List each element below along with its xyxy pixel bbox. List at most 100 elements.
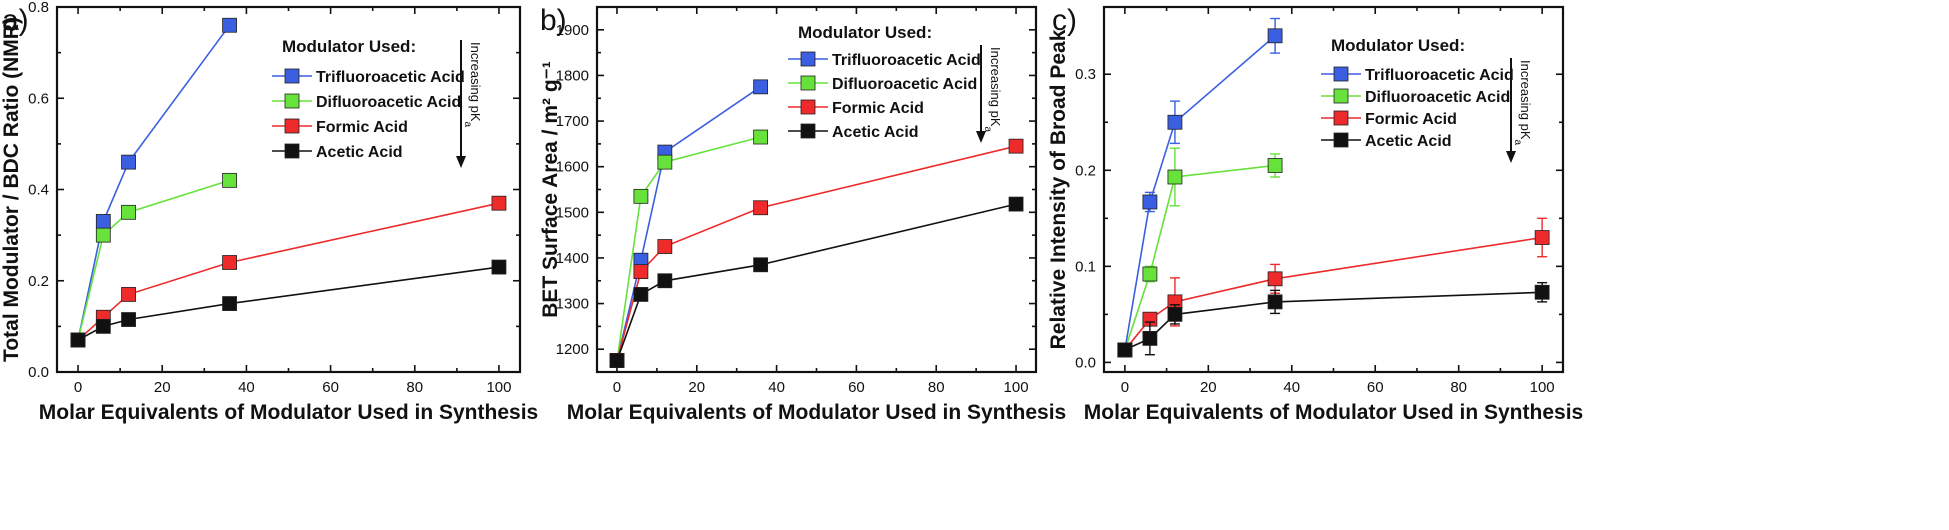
series-trifluoroacetic-acid: [1124, 35, 1276, 351]
series-line: [616, 136, 761, 361]
y-tick-label: 0.3: [1075, 66, 1096, 83]
y-tick-label: 1900: [556, 22, 589, 39]
legend-marker: [800, 123, 816, 139]
legend-marker: [800, 51, 816, 67]
series-line: [77, 266, 500, 341]
x-tick-label: 40: [1283, 379, 1300, 396]
data-point: [1167, 169, 1183, 185]
x-tick-label: 0: [74, 379, 82, 396]
data-point: [1534, 230, 1550, 245]
data-point: [121, 312, 136, 327]
y-tick-label: 0.4: [28, 182, 49, 199]
x-tick-label: 0: [613, 379, 621, 396]
data-point: [1008, 196, 1024, 212]
series-acetic-acid: [77, 266, 500, 341]
legend-entry-difluoroacetic-acid: Difluoroacetic Acid: [1365, 89, 1510, 106]
arrow-label: Increasing pKa: [1513, 60, 1534, 146]
legend-title: Modulator Used:: [282, 37, 416, 56]
y-tick-label: 1600: [556, 159, 589, 176]
legend-entry-trifluoroacetic-acid: Trifluoroacetic Acid: [832, 52, 981, 69]
legend: Modulator Used: Trifluoroacetic Acid Diflu…: [788, 23, 981, 141]
series-acetic-acid: [616, 203, 1017, 361]
legend-entry-trifluoroacetic-acid: Trifluoroacetic Acid: [1365, 67, 1514, 84]
x-tick-label: 60: [848, 379, 865, 396]
data-point: [491, 259, 507, 275]
y-tick-label: 0.1: [1075, 258, 1096, 275]
series-line: [1124, 291, 1543, 351]
y-tick-label: 0.0: [28, 364, 49, 381]
legend-entry-formic-acid: Formic Acid: [1365, 111, 1457, 128]
x-tick-label: 20: [688, 379, 705, 396]
legend-entry-difluoroacetic-acid: Difluoroacetic Acid: [832, 76, 977, 93]
y-tick-label: 0.8: [28, 0, 49, 16]
legend-title: Modulator Used:: [798, 23, 932, 42]
legend-marker: [1333, 66, 1349, 82]
legend-marker: [1333, 132, 1349, 148]
arrow-head: [1506, 151, 1516, 163]
data-point: [1267, 28, 1283, 44]
y-tick-label: 1800: [556, 67, 589, 84]
data-point: [657, 154, 673, 170]
x-tick-label: 80: [928, 379, 945, 396]
x-tick-label: 60: [322, 379, 339, 396]
legend-entry-acetic-acid: Acetic Acid: [316, 144, 403, 161]
data-point: [121, 204, 136, 220]
legend-entry-acetic-acid: Acetic Acid: [1365, 133, 1452, 150]
data-point: [633, 287, 649, 302]
data-point: [491, 195, 507, 211]
y-tick-label: 1200: [556, 341, 589, 358]
data-point: [1267, 294, 1283, 310]
data-point: [633, 264, 649, 280]
panel-label: c): [1052, 4, 1077, 37]
panel-1: a) 0 20 40 60 80 100 0.0 0.2 0.4 0.6 0.8 Molar Equiv…: [0, 0, 538, 424]
y-tick-label: 1400: [556, 250, 589, 267]
x-tick-label: 40: [768, 379, 785, 396]
x-tick-label: 100: [486, 379, 511, 396]
x-tick-label: 100: [1530, 379, 1555, 396]
panel-label: a): [2, 4, 29, 37]
series-trifluoroacetic-acid: [77, 24, 231, 341]
legend-entry-trifluoroacetic-acid: Trifluoroacetic Acid: [316, 69, 465, 86]
x-tick-label: 20: [154, 379, 171, 396]
panel-3: c) 0 20 40 60 80 100 0.0 0.1 0.2 0.3 Molar Equivale…: [1047, 4, 1583, 424]
data-point: [1267, 158, 1283, 173]
y-axis-title: Relative Intensity of Broad Peak: [1047, 29, 1070, 349]
data-point: [1142, 330, 1158, 346]
series-formic-acid: [1124, 236, 1543, 351]
legend-marker: [1333, 88, 1349, 104]
data-point: [222, 296, 237, 311]
data-point: [753, 257, 769, 273]
y-tick-label: 1300: [556, 296, 589, 313]
data-point: [95, 214, 111, 229]
data-point: [95, 227, 111, 243]
series-formic-acid: [616, 145, 1017, 361]
panel-label: b): [540, 4, 567, 37]
x-tick-label: 0: [1121, 379, 1129, 396]
data-point: [1142, 266, 1158, 282]
y-tick-label: 0.2: [1075, 162, 1096, 179]
x-tick-label: 80: [406, 379, 423, 396]
legend-entry-formic-acid: Formic Acid: [832, 100, 924, 117]
series-difluoroacetic-acid: [77, 179, 230, 341]
series-line: [77, 179, 230, 341]
series-line: [616, 203, 1017, 361]
data-point: [222, 172, 237, 188]
x-tick-label: 20: [1200, 379, 1217, 396]
legend-marker: [284, 143, 300, 159]
data-point: [70, 332, 86, 348]
legend-marker: [284, 68, 300, 84]
y-tick-label: 0.2: [28, 273, 49, 290]
x-tick-label: 100: [1004, 379, 1029, 396]
data-point: [95, 318, 111, 334]
data-point: [222, 255, 237, 270]
legend-title: Modulator Used:: [1331, 36, 1465, 55]
y-axis-title: BET Surface Area / m² g⁻¹: [539, 61, 562, 318]
increasing-pka-arrow: Increasing pKa: [1506, 58, 1533, 163]
data-point: [1117, 342, 1133, 358]
data-point: [657, 273, 673, 289]
series-trifluoroacetic-acid: [616, 86, 762, 361]
data-point: [222, 17, 237, 33]
series-formic-acid: [77, 202, 500, 341]
data-point: [657, 239, 673, 254]
